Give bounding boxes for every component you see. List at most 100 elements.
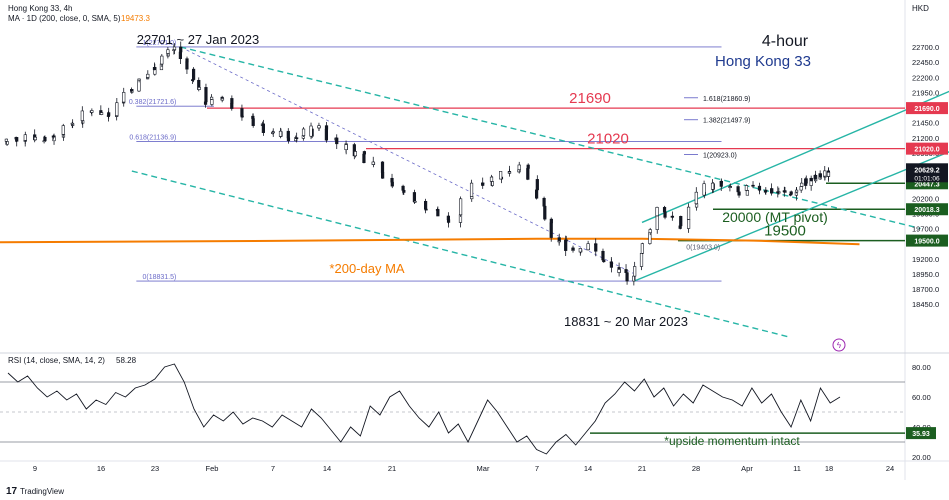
candle-body: [826, 171, 831, 177]
current-price-value: 20629.2: [914, 167, 939, 174]
candle: [353, 149, 357, 158]
price-tag-text: 20018.3: [914, 207, 939, 214]
candle: [578, 247, 582, 256]
current-price-countdown: 01:01:06: [914, 175, 940, 182]
svg-text:ϟ: ϟ: [837, 341, 842, 350]
candle-body: [526, 164, 530, 169]
time-axis-tick: 9: [33, 464, 37, 473]
candle-body: [543, 205, 547, 220]
price-axis-tick: 21200.0: [912, 134, 939, 143]
candle: [160, 54, 164, 67]
candle-body: [813, 174, 817, 180]
candle-body: [549, 222, 553, 238]
candle-body: [424, 200, 428, 210]
candle: [295, 132, 299, 143]
candle: [137, 78, 141, 83]
price-axis-tick: 18950.0: [912, 270, 939, 279]
candle-body: [655, 207, 659, 217]
time-axis-tick: 16: [97, 464, 105, 473]
candle-body: [42, 140, 46, 143]
time-axis-tick: 14: [584, 464, 592, 473]
candle-body: [185, 61, 189, 70]
candle: [813, 174, 817, 181]
candle: [719, 180, 723, 192]
candle: [301, 127, 306, 137]
candle: [625, 271, 629, 285]
rsi-line: [7, 363, 841, 455]
fib-retracement-label: 0.382(21721.6): [129, 99, 176, 106]
candle: [763, 189, 768, 195]
candle-body: [178, 51, 182, 60]
candle: [794, 187, 799, 194]
candle: [481, 177, 485, 189]
candle-body: [625, 272, 629, 282]
rsi-support-tag: [906, 427, 936, 440]
candle-body: [166, 49, 170, 54]
candle: [203, 96, 208, 108]
candle-body: [586, 243, 590, 251]
rsi-axis-tick: 60.00: [912, 393, 931, 402]
candle-body: [15, 137, 19, 142]
candle-body: [770, 188, 774, 194]
candle-body: [146, 73, 150, 78]
candle-body: [594, 244, 598, 252]
candle-body: [763, 190, 768, 193]
candle: [424, 207, 428, 211]
time-axis-tick: 7: [535, 464, 539, 473]
candle-body: [309, 125, 313, 137]
candle: [751, 181, 755, 187]
price-axis-tick: 21450.0: [912, 119, 939, 128]
time-axis-tick: 21: [388, 464, 396, 473]
candle-body: [179, 46, 183, 53]
candle: [633, 261, 637, 281]
candle-body: [99, 112, 104, 115]
candle-body: [578, 248, 582, 253]
price-axis-tick: 20200.0: [912, 194, 939, 203]
candle: [240, 114, 244, 119]
candle: [413, 197, 417, 203]
candle-body: [609, 262, 614, 268]
candle-body: [324, 128, 329, 141]
candle-body: [286, 137, 291, 142]
candle: [776, 186, 780, 198]
candle: [823, 166, 827, 181]
ma-legend: MA · 1D (200, close, 0, SMA, 5): [8, 14, 121, 23]
candle-body: [278, 130, 283, 137]
candle: [286, 133, 291, 144]
candle-body: [446, 219, 451, 223]
candle: [586, 240, 590, 251]
tradingview-logo: 17 TradingView: [6, 486, 64, 497]
candle-body: [335, 137, 339, 145]
candle: [571, 246, 575, 251]
candle-body: [799, 186, 803, 191]
instrument-title: Hong Kong 33: [715, 53, 811, 70]
candle-body: [371, 161, 375, 165]
candle-body: [137, 78, 141, 81]
candle-body: [751, 184, 755, 187]
candle: [335, 134, 339, 150]
candle: [782, 186, 786, 197]
candle: [543, 204, 547, 221]
candle: [106, 111, 111, 122]
descending-channel-lower: [131, 170, 791, 339]
low-annotation: 18831 ~ 20 Mar 2023: [564, 314, 688, 329]
lightning-icon[interactable]: ϟ: [832, 338, 846, 352]
rsi-support-tag-text: 35.93: [912, 431, 930, 438]
candle: [469, 179, 474, 198]
candle: [678, 220, 682, 230]
candle-body: [191, 68, 196, 80]
candle: [204, 83, 208, 104]
fib-extension-label: 1.382(21497.9): [703, 118, 750, 125]
candle: [557, 239, 561, 246]
candle: [800, 178, 804, 187]
candle-body: [90, 110, 94, 113]
price-axis-tick: 19700.0: [912, 225, 939, 234]
candle: [517, 161, 521, 174]
candle: [458, 196, 463, 217]
candle: [686, 203, 691, 220]
candle: [317, 122, 321, 132]
candle: [446, 215, 451, 228]
currency-label: HKD: [912, 4, 929, 13]
candle: [185, 59, 189, 74]
